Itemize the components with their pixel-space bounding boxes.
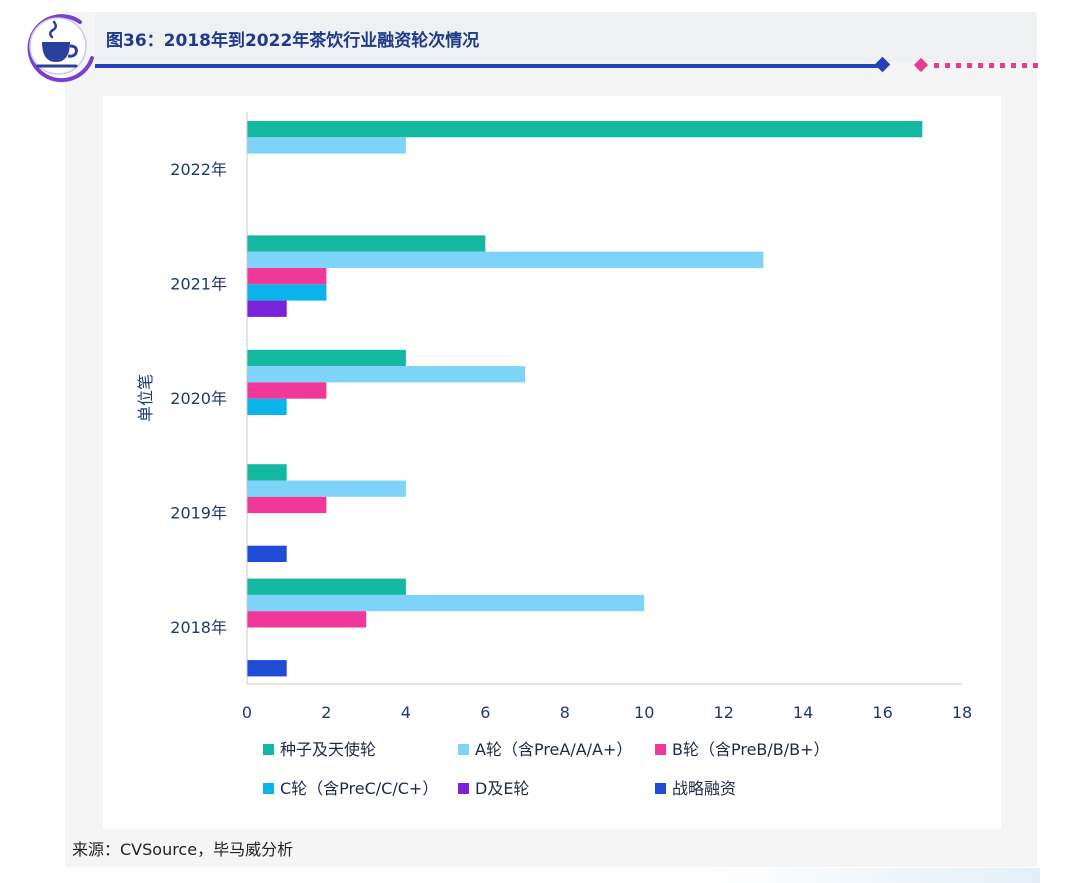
- legend-label: D及E轮: [475, 779, 529, 798]
- x-tick-label: 0: [242, 703, 252, 722]
- bar: [247, 382, 327, 399]
- bar: [247, 594, 645, 612]
- x-tick-label: 10: [634, 703, 654, 722]
- legend-label: 种子及天使轮: [280, 740, 376, 759]
- bar: [247, 496, 327, 514]
- category-label: 2020年: [170, 389, 227, 408]
- bar: [247, 578, 406, 595]
- x-tick-label: 16: [872, 703, 892, 722]
- x-tick-label: 4: [401, 703, 411, 722]
- legend-swatch: [655, 783, 666, 794]
- legend-swatch: [458, 744, 469, 755]
- legend-label: B轮（含PreB/B/B+）: [672, 740, 830, 759]
- bar: [247, 235, 486, 252]
- category-label: 2018年: [170, 618, 227, 637]
- x-tick-label: 14: [793, 703, 813, 722]
- tea-cup-icon: [27, 14, 94, 83]
- decor-bottom-gradient: [700, 868, 1040, 883]
- legend-swatch: [263, 744, 274, 755]
- bar: [247, 284, 327, 301]
- x-tick-label: 6: [480, 703, 490, 722]
- x-tick-label: 12: [714, 703, 734, 722]
- legend-swatch: [263, 783, 274, 794]
- category-label: 2021年: [170, 275, 227, 294]
- title-rule: [95, 64, 880, 68]
- bar: [247, 366, 526, 383]
- chart-title: 图36：2018年到2022年茶饮行业融资轮次情况: [106, 31, 480, 51]
- legend-label: A轮（含PreA/A/A+）: [475, 740, 632, 759]
- bar: [247, 398, 287, 415]
- chart-card: 2022年 2021年 2020年 2019年 2018年 0 2 4 6 8 10 12 14 16 18…: [103, 96, 1001, 829]
- x-tick-label: 8: [560, 703, 570, 722]
- bar: [247, 121, 923, 138]
- bar: [247, 464, 287, 481]
- x-tick-label: 2: [321, 703, 331, 722]
- category-label: 2022年: [170, 160, 227, 179]
- legend-swatch: [655, 744, 666, 755]
- bar: [247, 545, 287, 562]
- bar: [247, 137, 406, 154]
- legend-label: 战略融资: [672, 779, 736, 798]
- y-axis-title: 单位笔: [136, 374, 155, 422]
- bar: [247, 268, 327, 285]
- x-tick-label: 18: [952, 703, 972, 722]
- legend-swatch: [458, 783, 469, 794]
- bar: [247, 300, 287, 317]
- header-band: [95, 12, 1037, 62]
- category-label: 2019年: [170, 503, 227, 522]
- bar: [247, 611, 367, 628]
- decor-pink-dots: [934, 63, 1040, 68]
- bar-chart: 2022年 2021年 2020年 2019年 2018年 0 2 4 6 8 10 12 14 16 18…: [136, 112, 972, 798]
- bar: [247, 480, 406, 497]
- bar: [247, 349, 406, 367]
- bar: [247, 251, 764, 268]
- legend-label: C轮（含PreC/C/C+）: [280, 779, 438, 798]
- source-note: 来源：CVSource，毕马威分析: [72, 840, 294, 859]
- bar: [247, 660, 287, 677]
